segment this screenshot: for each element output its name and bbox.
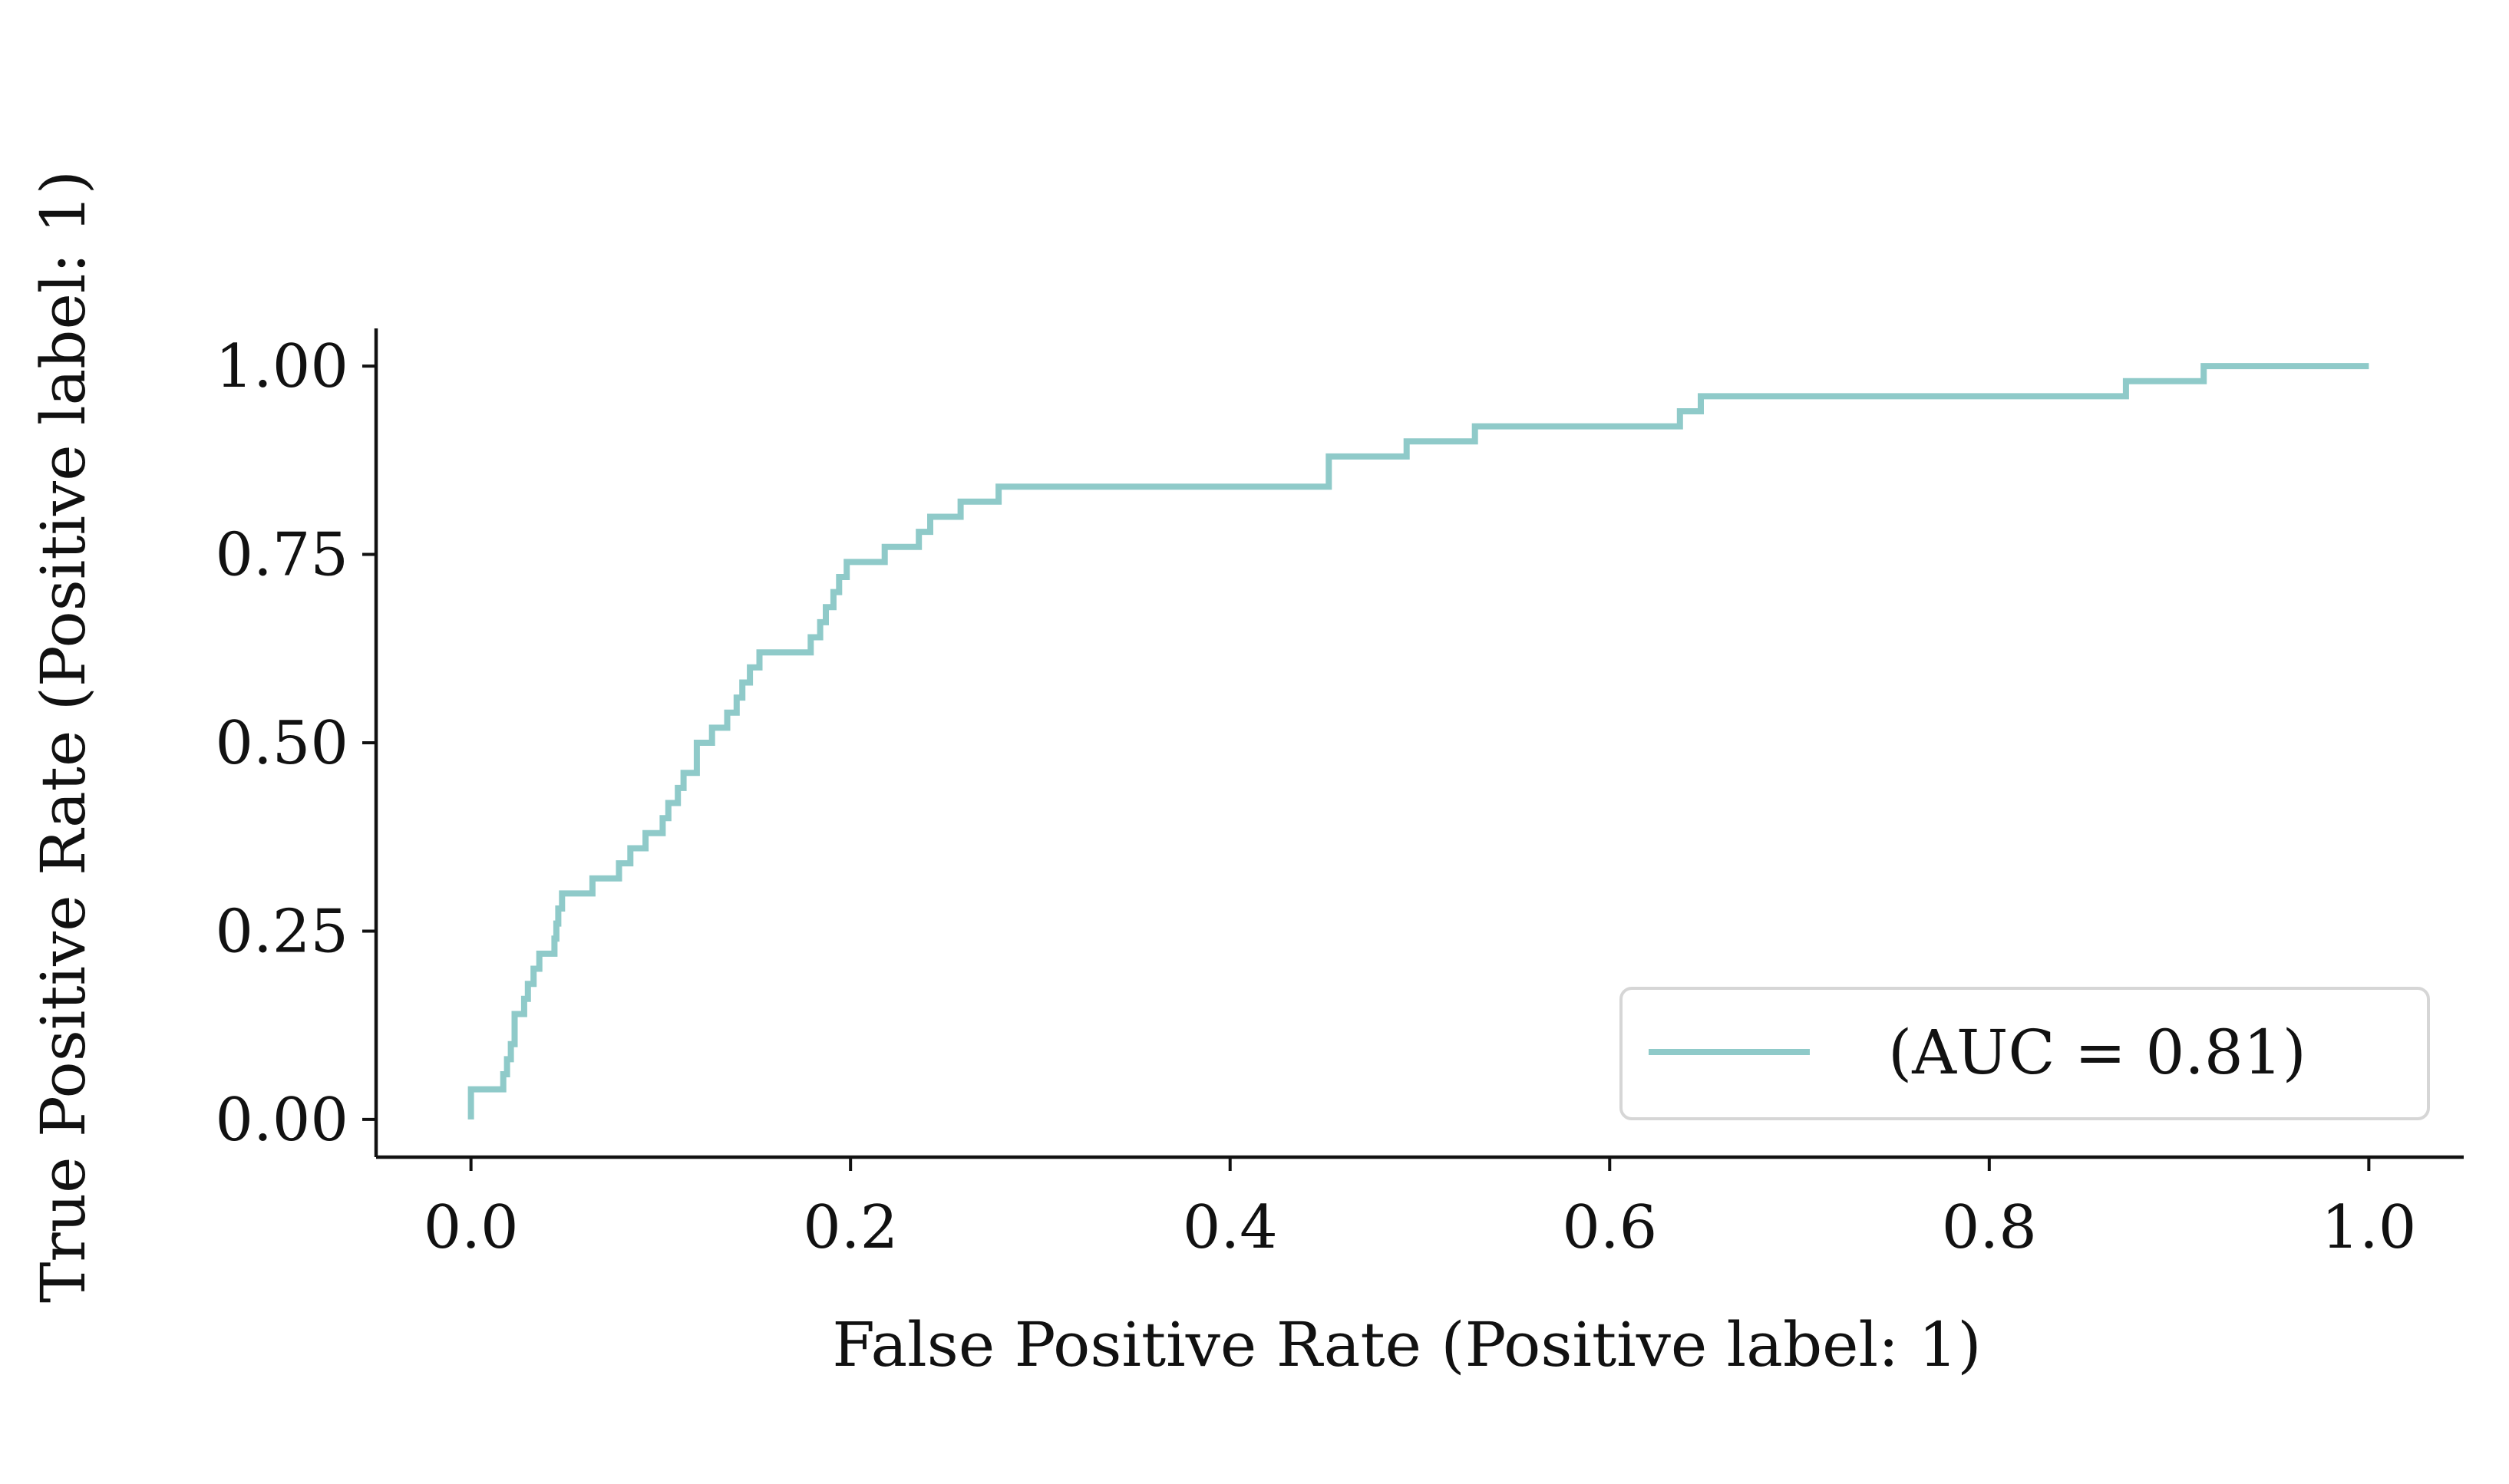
x-axis-label: False Positive Rate (Positive label: 1) [832, 1309, 1981, 1380]
y-axis-ticks: 0.00 0.25 0.50 0.75 1.00 [215, 332, 376, 1155]
x-tick-label: 0.6 [1562, 1193, 1657, 1262]
y-axis-label: True Positive Rate (Positive label: 1) [28, 170, 99, 1303]
x-tick-label: 0.2 [803, 1193, 898, 1262]
legend-label: (AUC = 0.81) [1888, 1017, 2306, 1088]
legend: (AUC = 0.81) [1619, 987, 2430, 1120]
roc-curve [467, 363, 2369, 1120]
x-axis-ticks: 0.0 0.2 0.4 0.6 0.8 1.0 [424, 1157, 2416, 1262]
x-tick-label: 1.0 [2321, 1193, 2416, 1262]
y-tick-label: 1.00 [215, 332, 348, 401]
x-tick-label: 0.0 [424, 1193, 519, 1262]
y-tick-label: 0.25 [215, 897, 348, 966]
legend-box [1619, 987, 2430, 1120]
y-tick-label: 0.50 [215, 709, 348, 778]
y-tick-label: 0.00 [215, 1086, 348, 1155]
x-tick-label: 0.8 [1942, 1193, 2037, 1262]
y-tick-label: 0.75 [215, 521, 348, 590]
x-tick-label: 0.4 [1183, 1193, 1278, 1262]
